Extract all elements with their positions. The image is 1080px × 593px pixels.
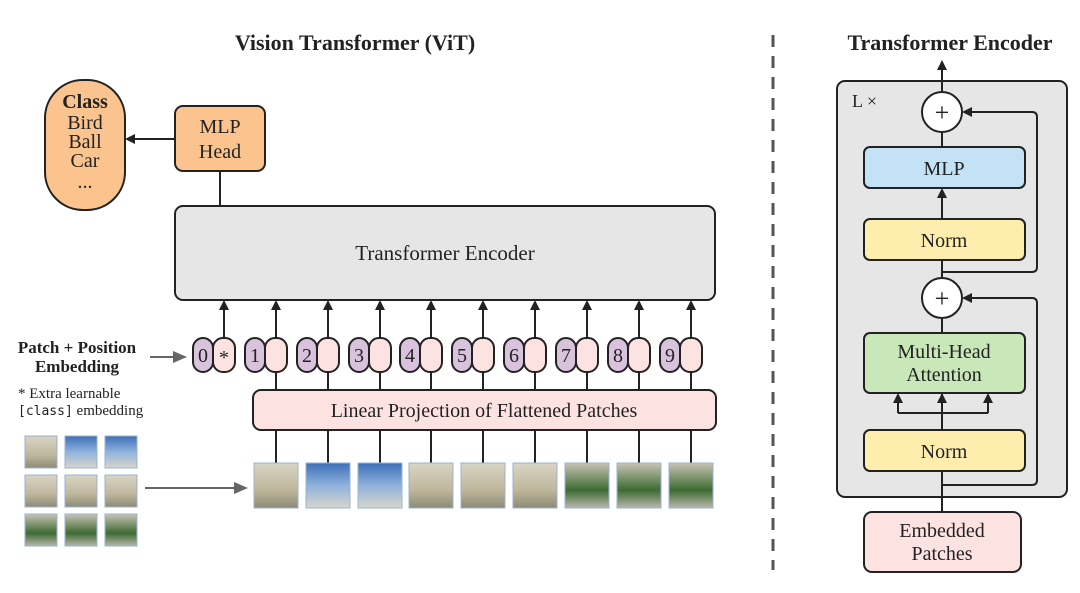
position-index: 3 bbox=[354, 345, 364, 367]
encoder-title: Transformer Encoder bbox=[847, 30, 1052, 55]
linear-projection-box: Linear Projection of Flattened Patches bbox=[252, 389, 717, 431]
image-patch bbox=[253, 462, 299, 509]
plus-icon: + bbox=[935, 284, 950, 313]
multi-head-attention-box: Multi-Head Attention bbox=[863, 332, 1026, 394]
embedding-label: Patch + Position bbox=[18, 338, 137, 357]
norm-label: Norm bbox=[921, 441, 968, 463]
image-patch bbox=[24, 435, 58, 469]
image-patch-grid bbox=[24, 435, 138, 547]
token-0: 0 * bbox=[192, 300, 236, 373]
extra-note: * Extra learnable bbox=[18, 386, 121, 402]
linear-projection-label: Linear Projection of Flattened Patches bbox=[331, 400, 638, 422]
class-item: ... bbox=[78, 171, 93, 193]
image-patch bbox=[64, 474, 98, 508]
norm-label: Norm bbox=[921, 230, 968, 252]
add-node: + bbox=[921, 91, 963, 133]
token-5: 5 bbox=[451, 300, 495, 463]
patch-embedding bbox=[264, 337, 288, 373]
class-item: Bird bbox=[67, 112, 103, 134]
mlp-label: MLP bbox=[923, 158, 964, 180]
patch-embedding bbox=[523, 337, 547, 373]
flattened-patches bbox=[253, 462, 714, 509]
image-patch bbox=[616, 462, 662, 509]
image-patch bbox=[305, 462, 351, 509]
embedded-patches-box: Embedded Patches bbox=[863, 511, 1022, 573]
mlp-head-label: Head bbox=[199, 141, 241, 163]
class-output-box: Class Bird Ball Car ... bbox=[44, 79, 126, 211]
token-4: 4 bbox=[399, 300, 443, 463]
vit-title: Vision Transformer (ViT) bbox=[235, 30, 475, 55]
patch-embedding bbox=[212, 337, 236, 373]
position-index: 8 bbox=[613, 345, 623, 367]
residual-connection-2 bbox=[942, 107, 1038, 273]
image-patch bbox=[512, 462, 558, 509]
embedded-patches-label: Embedded bbox=[899, 520, 985, 542]
image-patch bbox=[668, 462, 714, 509]
plus-icon: + bbox=[935, 98, 950, 127]
token-6: 6 bbox=[503, 300, 547, 463]
image-patch bbox=[104, 435, 138, 469]
norm-box: Norm bbox=[863, 429, 1026, 472]
token-3: 3 bbox=[348, 300, 392, 463]
token-7: 7 bbox=[555, 300, 599, 463]
position-index: 6 bbox=[509, 345, 519, 367]
attention-label: Multi-Head bbox=[897, 341, 990, 363]
position-index: 5 bbox=[457, 345, 467, 367]
image-patch bbox=[357, 462, 403, 509]
mlp-head-label: MLP bbox=[199, 116, 240, 138]
extra-note-text: embedding bbox=[73, 403, 144, 419]
image-patch bbox=[24, 474, 58, 508]
residual-connection-1 bbox=[942, 293, 1038, 486]
patch-embedding bbox=[316, 337, 340, 373]
patch-embedding bbox=[627, 337, 651, 373]
class-item: Ball bbox=[68, 131, 102, 153]
position-index: 0 bbox=[198, 345, 208, 367]
extra-note-2: [class] embedding bbox=[18, 403, 144, 419]
mlp-box: MLP bbox=[863, 146, 1026, 189]
image-patch bbox=[564, 462, 610, 509]
image-patch bbox=[460, 462, 506, 509]
image-patch bbox=[408, 462, 454, 509]
position-index: 1 bbox=[250, 345, 260, 367]
token-2: 2 bbox=[296, 300, 340, 463]
position-index: 4 bbox=[405, 345, 415, 367]
image-patch bbox=[24, 513, 58, 547]
add-node: + bbox=[921, 277, 963, 319]
token-sequence: 0 * 1 2 3 4 5 6 7 8 9 bbox=[192, 300, 703, 463]
token-8: 8 bbox=[607, 300, 651, 463]
patch-embedding bbox=[575, 337, 599, 373]
transformer-encoder-label: Transformer Encoder bbox=[355, 241, 534, 265]
class-code: [class] bbox=[18, 404, 73, 419]
token-9: 9 bbox=[659, 300, 703, 463]
token-1: 1 bbox=[244, 300, 288, 463]
class-token-mark: * bbox=[219, 347, 229, 369]
position-index: 7 bbox=[561, 345, 571, 367]
repeat-label: L × bbox=[852, 91, 877, 111]
image-patch bbox=[64, 513, 98, 547]
mlp-head-box: MLP Head bbox=[174, 105, 266, 172]
patch-embedding bbox=[471, 337, 495, 373]
attention-label: Attention bbox=[906, 364, 982, 386]
embedding-label: Embedding bbox=[35, 357, 120, 376]
image-patch bbox=[104, 474, 138, 508]
image-patch bbox=[104, 513, 138, 547]
norm-box: Norm bbox=[863, 218, 1026, 261]
embedded-patches-label: Patches bbox=[911, 543, 972, 565]
patch-embedding bbox=[419, 337, 443, 373]
position-index: 9 bbox=[665, 345, 675, 367]
image-patch bbox=[64, 435, 98, 469]
patch-embedding bbox=[679, 337, 703, 373]
patch-embedding bbox=[368, 337, 392, 373]
class-item: Car bbox=[71, 150, 100, 172]
position-index: 2 bbox=[302, 345, 312, 367]
transformer-encoder-box: Transformer Encoder bbox=[174, 205, 716, 301]
class-title: Class bbox=[62, 91, 108, 113]
